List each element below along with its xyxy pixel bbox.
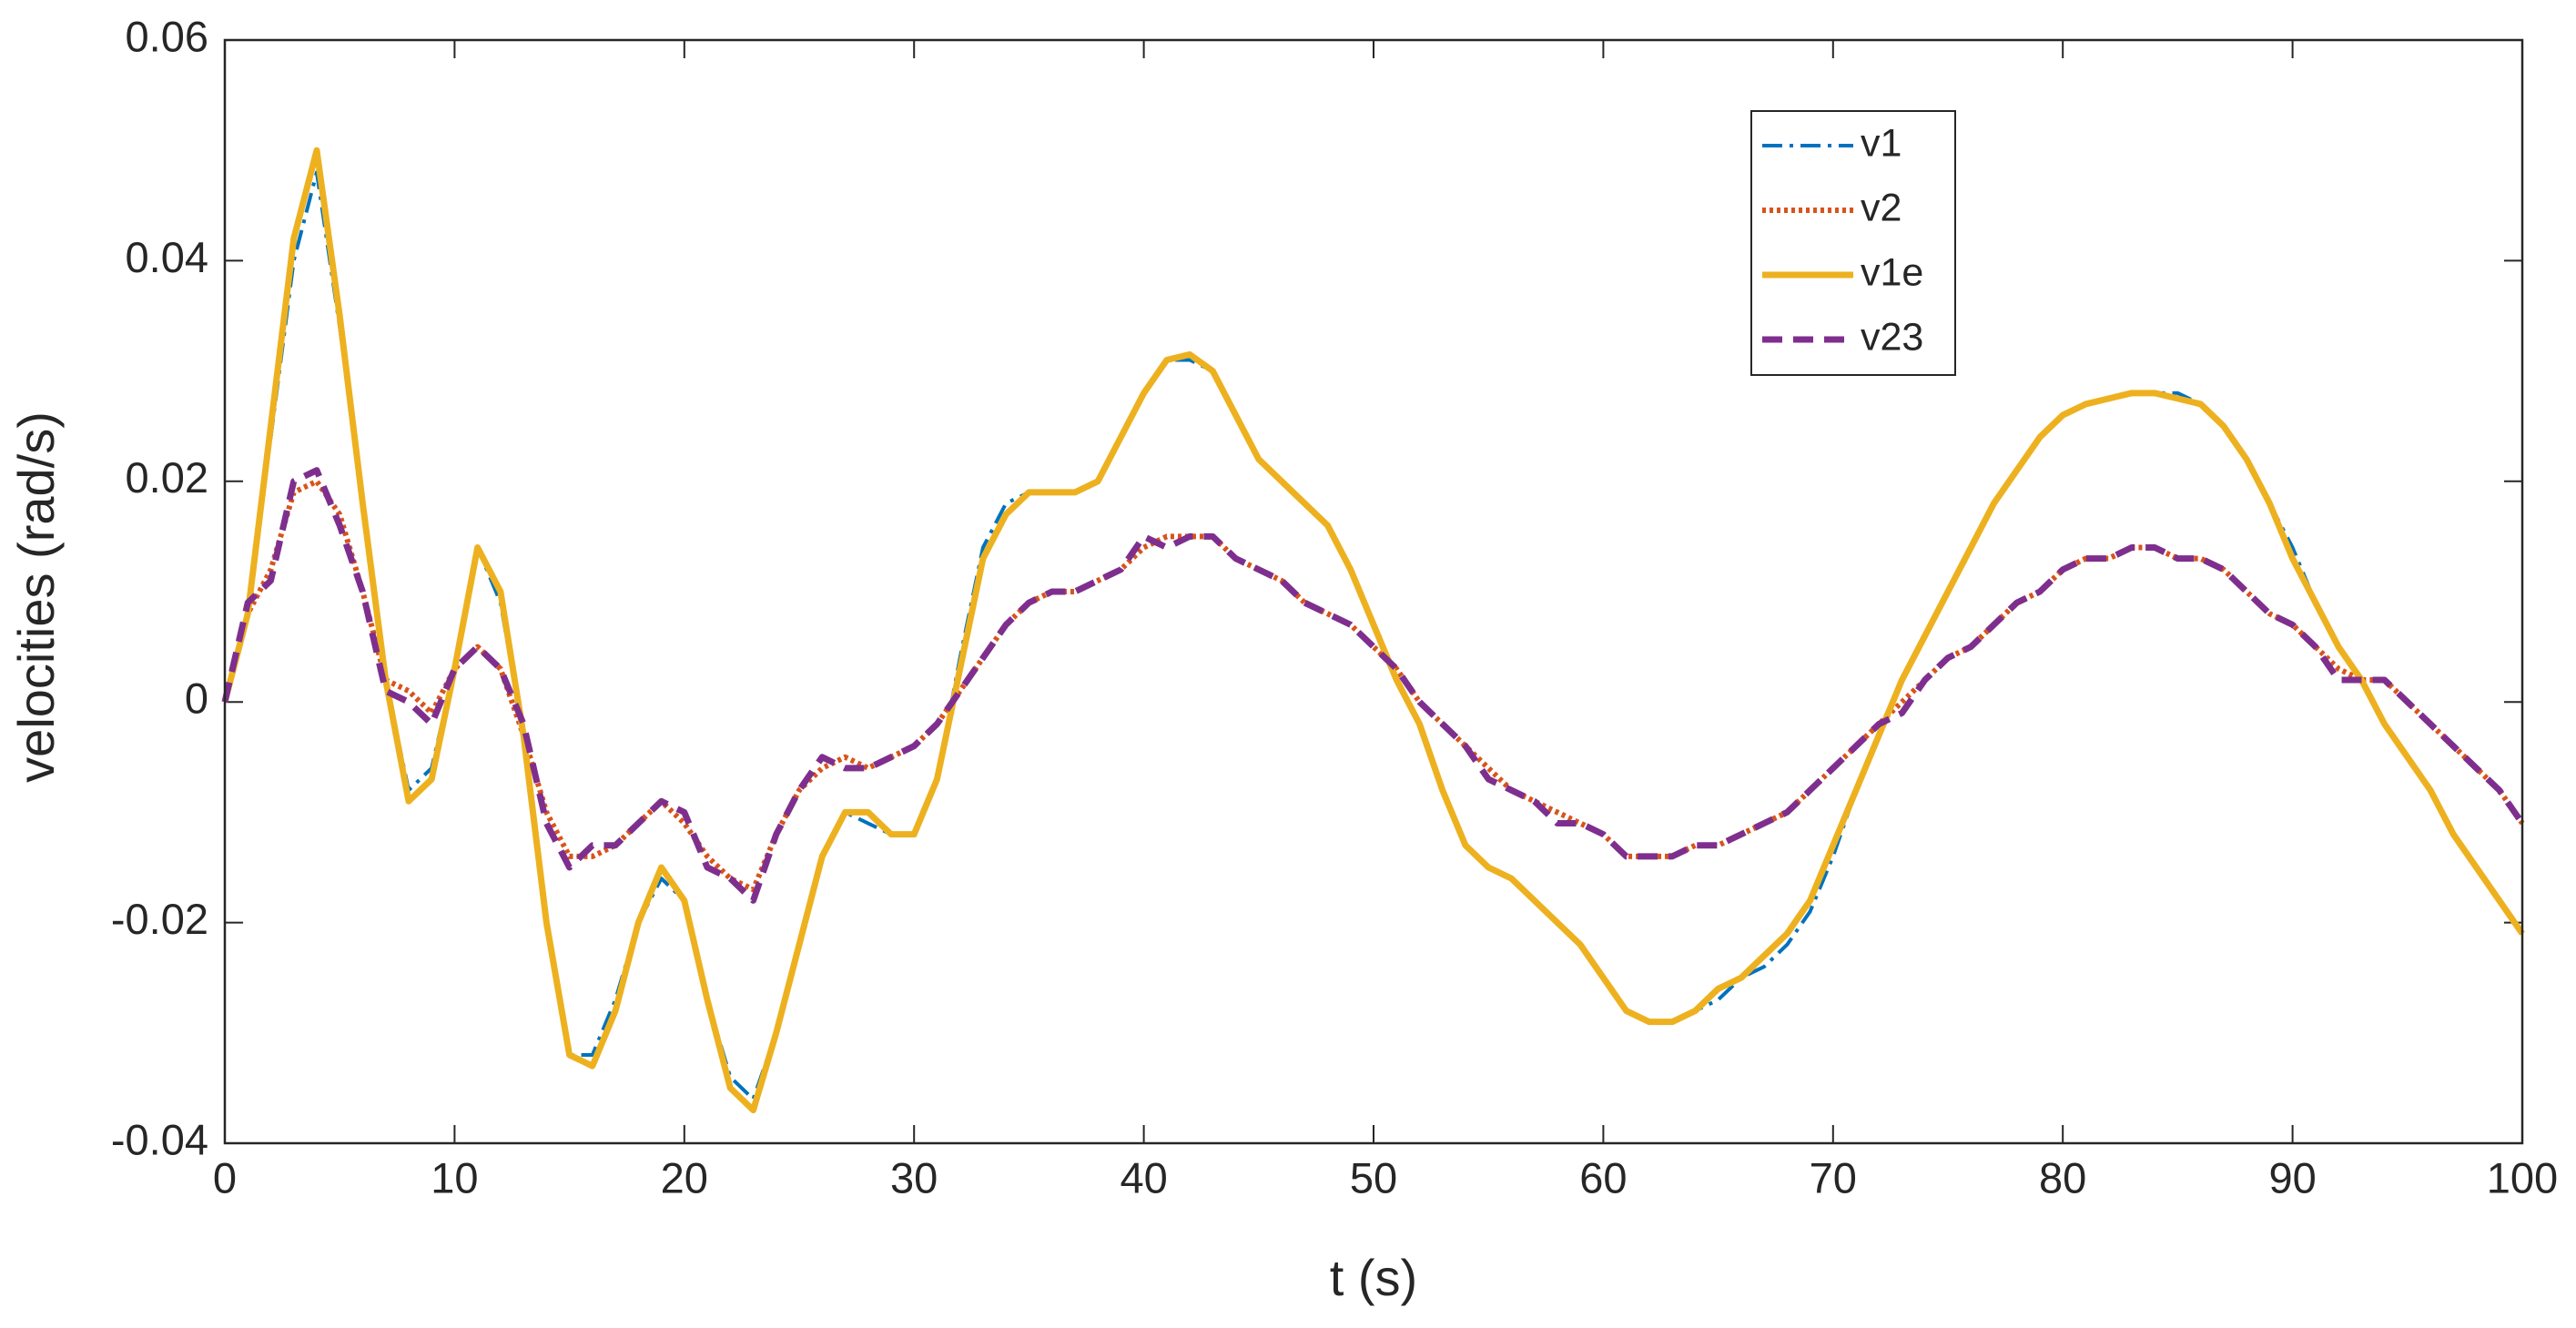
series-line: [221, 467, 2525, 904]
legend-label: v1: [1861, 121, 1902, 165]
x-tick-label: 90: [2268, 1153, 2316, 1201]
legend-box: [1750, 110, 1956, 376]
series-line: [221, 147, 2525, 1114]
x-tick-label: 0: [213, 1153, 237, 1201]
y-tick-label: 0.06: [126, 12, 208, 60]
x-tick-label: 30: [890, 1153, 938, 1201]
legend-label: v2: [1861, 186, 1902, 229]
x-axis-label: t (s): [1330, 1249, 1417, 1306]
plot-area: [225, 40, 2522, 1143]
series-line: [222, 478, 2525, 893]
y-tick-label: 0.04: [126, 233, 208, 281]
legend-label: v1e: [1861, 250, 1923, 294]
x-tick-label: 80: [2039, 1153, 2086, 1201]
x-tick-label: 40: [1120, 1153, 1167, 1201]
legend-label: v23: [1861, 315, 1923, 359]
axes-box: [223, 38, 2524, 1145]
x-tick-label: 100: [2487, 1153, 2558, 1201]
y-tick-label: -0.02: [111, 895, 208, 943]
x-tick-label: 20: [661, 1153, 708, 1201]
y-tick-label: -0.04: [111, 1115, 208, 1163]
x-tick-label: 10: [431, 1153, 478, 1201]
x-tick-label: 50: [1350, 1153, 1397, 1201]
y-tick-label: 0: [185, 674, 208, 723]
x-tick-label: 60: [1579, 1153, 1627, 1201]
y-tick-label: 0.02: [126, 453, 208, 502]
y-axis-label: velocities (rad/s): [7, 411, 65, 783]
x-tick-label: 70: [1810, 1153, 1857, 1201]
